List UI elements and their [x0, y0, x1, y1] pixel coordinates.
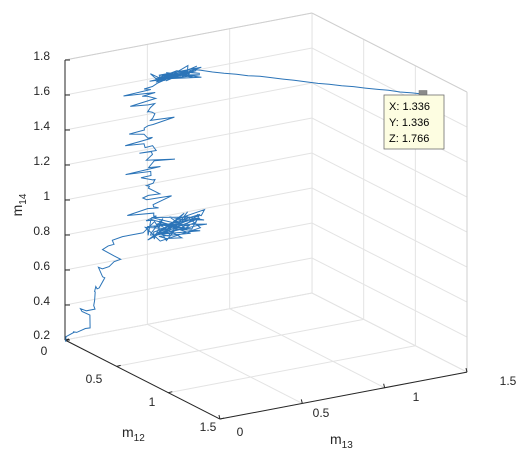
box-edge: [64, 12, 313, 61]
grid-line: [64, 187, 313, 236]
x-axis: [64, 339, 221, 420]
z-axis-label: m14: [9, 193, 29, 216]
box-edge: [311, 12, 468, 93]
x-tick: [116, 364, 121, 367]
grid-line: [64, 152, 313, 201]
svg-text:m14: m14: [9, 193, 29, 216]
z-tick-label: 1.2: [33, 154, 50, 168]
grid-line: [116, 318, 364, 367]
grid-line: [64, 117, 313, 166]
grid-line: [311, 292, 468, 373]
z-tick-label: 1.4: [33, 119, 50, 133]
y-tick: [300, 399, 303, 404]
x-tick: [219, 417, 225, 420]
svg-text:m13: m13: [330, 431, 353, 450]
grid-line: [64, 82, 313, 131]
z-tick-label: 1.8: [33, 49, 50, 63]
x-tick-label: 1: [149, 395, 156, 409]
grid-line: [311, 152, 468, 233]
z-tick-label: 0.8: [33, 224, 50, 238]
y-tick-label: 1: [413, 390, 420, 404]
y-tick: [383, 383, 386, 388]
grid-line: [311, 117, 468, 198]
datatip-z: Z: 1.766: [389, 133, 429, 145]
z-tick-label: 0.2: [33, 328, 50, 342]
grid-line: [311, 257, 468, 338]
z-tick-label: 1: [43, 189, 50, 203]
datatip-x: X: 1.336: [389, 101, 430, 113]
z-tick-label: 1.6: [33, 84, 50, 98]
y-tick-label: 0: [237, 425, 244, 439]
grid-line: [64, 257, 313, 306]
grid-line: [311, 222, 468, 303]
y-axis-label: m13: [330, 431, 353, 451]
y-tick: [218, 414, 221, 420]
axes-box: [64, 12, 468, 420]
datatip[interactable]: X: 1.336 Y: 1.336 Z: 1.766: [383, 94, 445, 150]
y-tick: [465, 367, 468, 373]
grid-line: [147, 323, 303, 404]
y-tick-label: 0.5: [313, 406, 330, 420]
x-tick-label: 0: [41, 344, 48, 358]
y-tick-label: 1.5: [500, 374, 517, 388]
y-axis: [219, 371, 468, 420]
x-tick: [168, 391, 173, 394]
z-tick-label: 0.4: [33, 294, 50, 308]
x-tick-label: 0.5: [86, 372, 103, 386]
grid-lines: [64, 12, 468, 420]
x-tick-label: 1.5: [200, 420, 217, 434]
svg-text:m12: m12: [122, 424, 145, 444]
series-line[interactable]: [65, 64, 424, 342]
datatip-box: [383, 94, 445, 150]
grid-line: [64, 222, 313, 271]
grid-line: [229, 308, 385, 389]
grid-line: [64, 292, 313, 341]
grid-line: [311, 187, 468, 268]
x-axis-label: m12: [122, 424, 145, 444]
grid-line: [168, 345, 416, 394]
datatip-y: Y: 1.336: [389, 117, 429, 129]
z-tick-label: 0.6: [33, 259, 50, 273]
